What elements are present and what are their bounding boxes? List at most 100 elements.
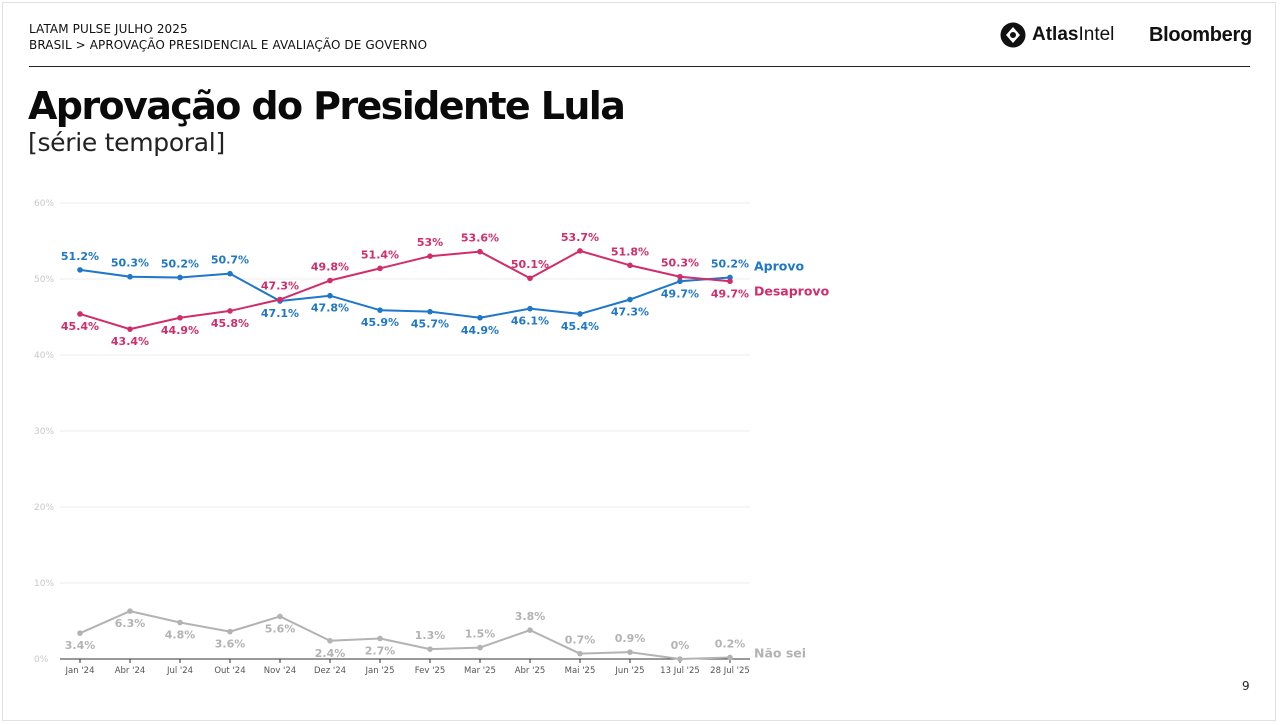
x-tick-label: Jan '25 bbox=[365, 666, 395, 676]
data-point-nao-sei bbox=[477, 644, 483, 651]
data-point-aprovo bbox=[527, 305, 533, 312]
data-label-desaprovo: 44.9% bbox=[161, 324, 199, 337]
data-label-aprovo: 47.3% bbox=[611, 306, 649, 319]
data-point-desaprovo bbox=[77, 311, 83, 317]
data-point-nao-sei bbox=[527, 627, 533, 633]
data-label-desaprovo: 49.7% bbox=[711, 287, 749, 300]
x-tick-label: Fev '25 bbox=[415, 666, 446, 676]
data-label-aprovo: 50.7% bbox=[211, 254, 249, 267]
data-point-aprovo bbox=[227, 270, 233, 277]
series-name-aprovo: Aprovo bbox=[754, 258, 805, 273]
data-label-desaprovo: 43.4% bbox=[111, 335, 149, 348]
data-label-nao-sei: 6.3% bbox=[115, 617, 146, 630]
data-label-aprovo: 50.2% bbox=[711, 257, 749, 270]
data-label-nao-sei: 5.6% bbox=[265, 622, 296, 635]
data-label-nao-sei: 0.7% bbox=[565, 634, 596, 647]
page-number: 9 bbox=[1242, 679, 1250, 693]
data-point-aprovo bbox=[427, 308, 433, 315]
header-divider bbox=[29, 66, 1250, 67]
data-point-desaprovo bbox=[527, 275, 533, 282]
data-point-aprovo bbox=[677, 278, 683, 285]
data-point-desaprovo bbox=[277, 296, 283, 303]
data-label-aprovo: 50.3% bbox=[111, 257, 149, 270]
data-label-desaprovo: 53.6% bbox=[461, 232, 499, 245]
data-label-desaprovo: 53% bbox=[417, 236, 443, 249]
atlasintel-mark-icon bbox=[1000, 22, 1026, 48]
data-point-aprovo bbox=[627, 296, 633, 303]
data-label-nao-sei: 4.8% bbox=[165, 629, 196, 642]
y-tick-label: 0% bbox=[34, 655, 49, 665]
bloomberg-logo: Bloomberg bbox=[1149, 24, 1252, 46]
data-point-desaprovo bbox=[227, 308, 233, 314]
series-name-desaprovo: Desaprovo bbox=[754, 283, 830, 298]
data-label-desaprovo: 51.4% bbox=[361, 248, 399, 261]
data-point-nao-sei bbox=[427, 646, 433, 652]
x-tick-label: Abr '24 bbox=[115, 666, 146, 676]
x-tick-label: Mar '25 bbox=[464, 666, 496, 676]
data-point-desaprovo bbox=[327, 277, 333, 284]
page-subtitle: [série temporal] bbox=[28, 128, 225, 157]
x-tick-label: 28 Jul '25 bbox=[710, 666, 750, 676]
data-label-nao-sei: 3.8% bbox=[515, 610, 546, 623]
data-point-aprovo bbox=[77, 267, 83, 273]
data-point-desaprovo bbox=[377, 265, 383, 272]
data-point-desaprovo bbox=[477, 248, 483, 255]
data-point-desaprovo bbox=[127, 326, 133, 332]
data-point-nao-sei bbox=[77, 630, 83, 636]
data-label-aprovo: 44.9% bbox=[461, 324, 499, 337]
data-label-nao-sei: 2.7% bbox=[365, 644, 396, 657]
data-point-desaprovo bbox=[177, 314, 183, 321]
series-line-nao-sei bbox=[79, 610, 731, 660]
data-point-nao-sei bbox=[677, 656, 683, 662]
data-label-nao-sei: 1.3% bbox=[415, 629, 446, 642]
data-label-desaprovo: 50.3% bbox=[661, 257, 699, 270]
data-point-desaprovo bbox=[427, 253, 433, 259]
atlasintel-wordmark: AtlasIntel bbox=[1032, 24, 1115, 45]
data-label-nao-sei: 0.9% bbox=[615, 632, 646, 645]
x-tick-label: 13 Jul '25 bbox=[660, 666, 700, 676]
page-title: Aprovação do Presidente Lula bbox=[28, 84, 626, 128]
data-label-desaprovo: 45.8% bbox=[211, 317, 249, 330]
data-point-nao-sei bbox=[227, 628, 233, 635]
data-label-nao-sei: 2.4% bbox=[315, 647, 346, 660]
x-tick-label: Jan '24 bbox=[65, 666, 95, 676]
series-name-nao-sei: Não sei bbox=[754, 645, 806, 660]
y-tick-label: 20% bbox=[34, 503, 54, 513]
data-label-aprovo: 49.7% bbox=[661, 287, 699, 300]
data-label-desaprovo: 50.1% bbox=[511, 258, 549, 271]
data-label-aprovo: 45.7% bbox=[411, 318, 449, 331]
data-label-nao-sei: 0% bbox=[671, 639, 690, 652]
y-tick-label: 50% bbox=[34, 275, 54, 285]
data-point-aprovo bbox=[377, 307, 383, 313]
data-point-desaprovo bbox=[627, 262, 633, 269]
data-label-aprovo: 47.1% bbox=[261, 307, 299, 320]
data-point-desaprovo bbox=[577, 248, 583, 254]
data-label-aprovo: 46.1% bbox=[511, 315, 549, 328]
data-label-nao-sei: 0.2% bbox=[715, 637, 746, 650]
data-label-aprovo: 45.4% bbox=[561, 320, 599, 333]
data-point-aprovo bbox=[327, 292, 333, 299]
series-line-aprovo bbox=[79, 268, 731, 319]
x-tick-label: Dez '24 bbox=[314, 666, 346, 676]
data-point-aprovo bbox=[127, 273, 133, 280]
data-point-aprovo bbox=[477, 314, 483, 321]
data-point-nao-sei bbox=[577, 650, 583, 657]
data-label-desaprovo: 49.8% bbox=[311, 261, 349, 274]
data-label-aprovo: 51.2% bbox=[61, 250, 99, 263]
data-point-aprovo bbox=[577, 311, 583, 317]
x-tick-label: Nov '24 bbox=[264, 666, 296, 676]
y-tick-label: 60% bbox=[34, 199, 54, 209]
data-point-nao-sei bbox=[327, 637, 333, 644]
data-point-aprovo bbox=[177, 274, 183, 281]
data-label-desaprovo: 45.4% bbox=[61, 320, 99, 333]
data-point-nao-sei bbox=[127, 608, 133, 614]
report-name: LATAM PULSE JULHO 2025 bbox=[29, 22, 188, 36]
x-tick-label: Out '24 bbox=[214, 666, 245, 676]
data-point-nao-sei bbox=[177, 619, 183, 626]
data-point-nao-sei bbox=[627, 649, 633, 655]
data-point-desaprovo bbox=[727, 278, 733, 285]
y-tick-label: 30% bbox=[34, 427, 54, 437]
atlasintel-logo: AtlasIntel bbox=[1000, 22, 1114, 48]
